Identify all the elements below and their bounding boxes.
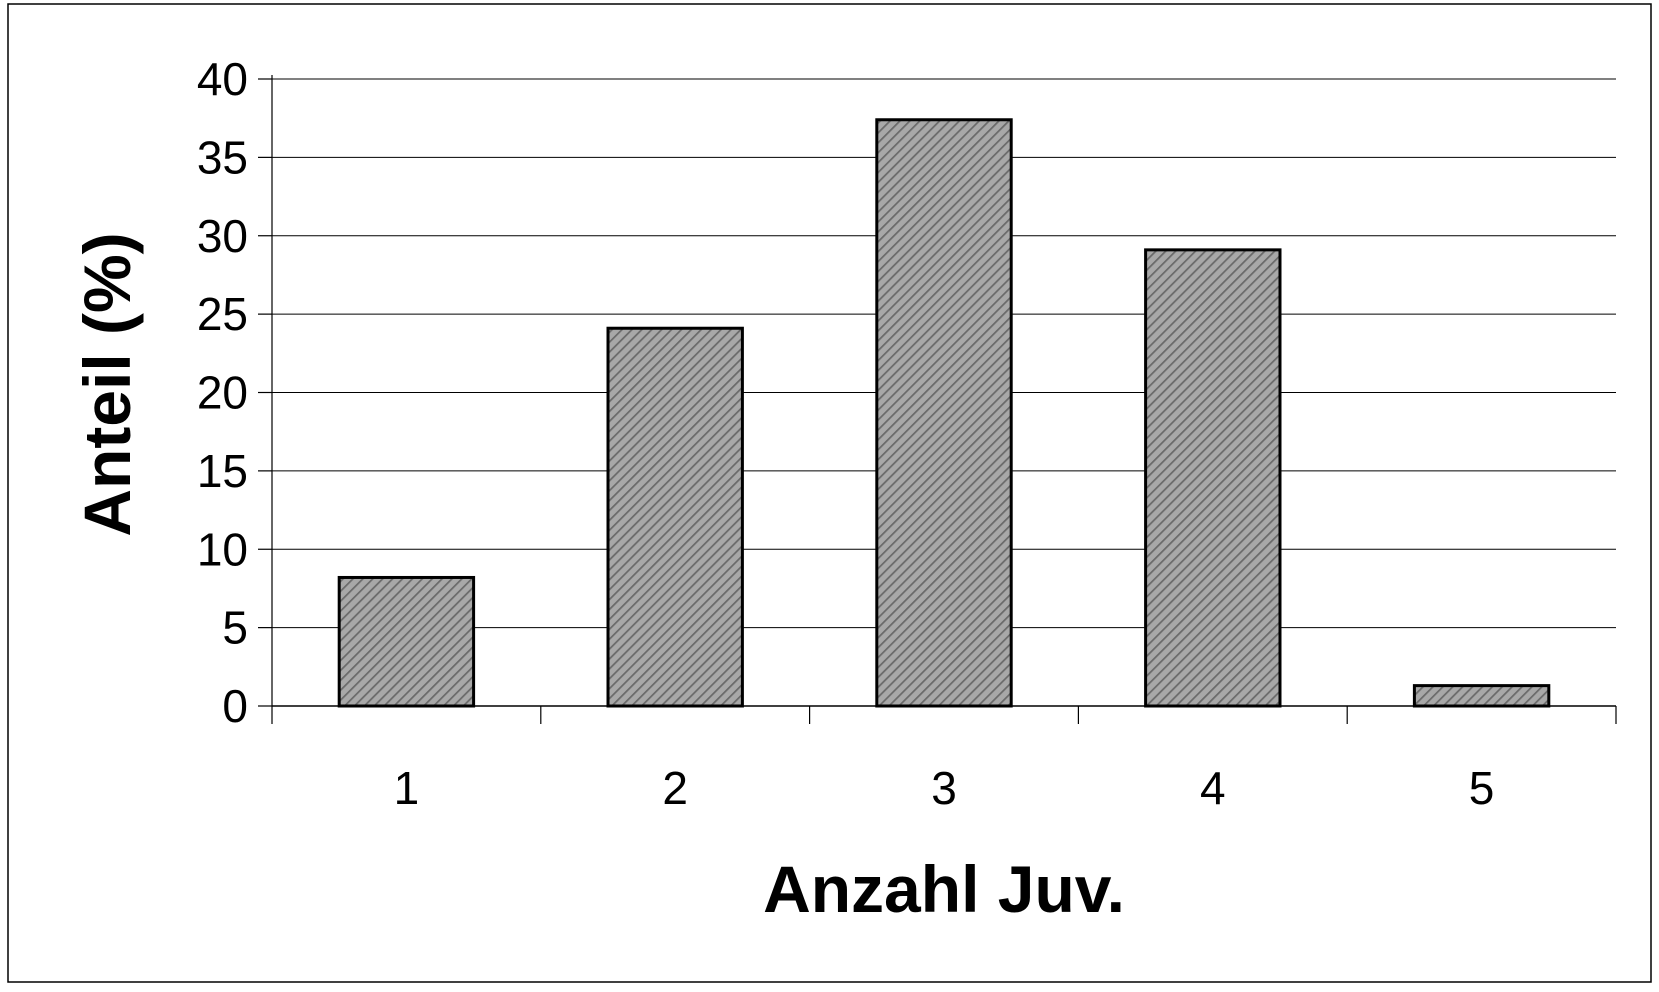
axes	[271, 75, 1616, 707]
x-tick-label: 5	[1469, 762, 1495, 814]
x-tick-label: 4	[1200, 762, 1226, 814]
y-tick-label: 30	[197, 210, 248, 262]
y-axis-title: Anteil (%)	[70, 232, 144, 536]
x-axis-ticks: 1 2 3 4 5	[271, 706, 1617, 814]
bar-3	[875, 118, 1013, 708]
bar-4	[1144, 248, 1282, 708]
y-tick-label: 40	[197, 53, 248, 105]
y-tick-label: 5	[222, 602, 248, 654]
y-tick-label: 15	[197, 445, 248, 497]
y-tick-label: 0	[222, 680, 248, 732]
bars	[337, 118, 1551, 708]
bar-2	[606, 326, 744, 708]
bar-5	[1412, 684, 1551, 708]
y-tick-label: 20	[197, 367, 248, 419]
x-axis-title: Anzahl Juv.	[763, 852, 1125, 926]
bar-1	[337, 575, 476, 708]
x-tick-label: 2	[662, 762, 688, 814]
y-tick-label: 35	[197, 131, 248, 183]
y-tick-label: 25	[197, 288, 248, 340]
x-tick-label: 3	[931, 762, 957, 814]
y-tick-label: 10	[197, 523, 248, 575]
x-tick-label: 1	[394, 762, 420, 814]
chart-border	[7, 3, 1652, 983]
y-axis-ticks: 0 5 10 15 20 25 30 35 40	[197, 53, 272, 732]
